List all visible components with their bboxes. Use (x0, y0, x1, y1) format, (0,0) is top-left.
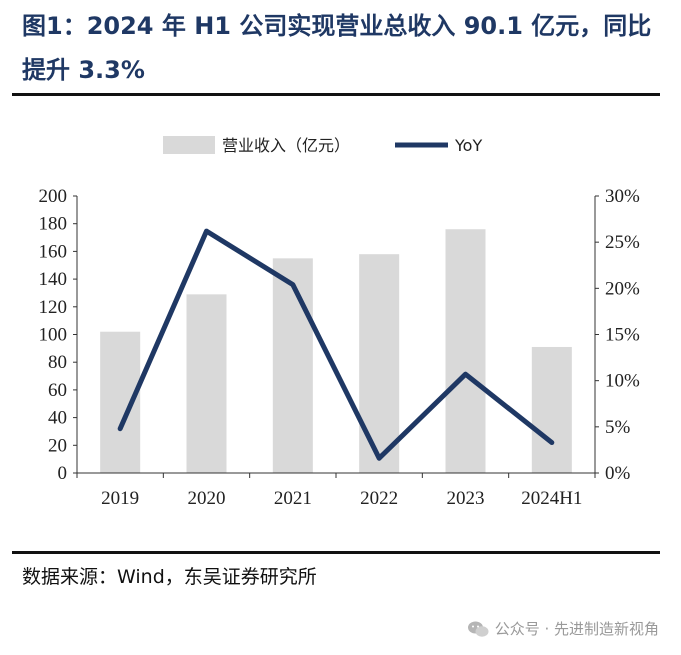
left-tick-label: 200 (39, 186, 68, 207)
legend-swatch-revenue (163, 136, 215, 154)
left-tick-label: 180 (39, 214, 68, 235)
legend-label-revenue: 营业收入（亿元） (222, 136, 350, 155)
left-tick-label: 20 (48, 435, 67, 456)
right-tick-label: 5% (605, 417, 631, 438)
watermark: 公众号 · 先进制造新视角 (467, 618, 659, 639)
x-tick-label: 2020 (188, 488, 226, 509)
revenue-yoy-chart: 营业收入（亿元） YoY 0 20 40 60 80 100 120 140 160 180 200… (39, 136, 641, 509)
left-tick-label: 80 (48, 352, 67, 373)
figure-title: 图1：2024 年 H1 公司实现营业总收入 90.1 亿元，同比提升 3.3% (22, 12, 652, 84)
yoy-line (117, 228, 555, 461)
right-tick-label: 0% (605, 463, 631, 484)
legend: 营业收入（亿元） YoY (163, 136, 482, 155)
plot-area: 0 20 40 60 80 100 120 140 160 180 200 0% 5% 10% 15% 20%… (39, 186, 641, 509)
bottom-rule (12, 551, 660, 554)
right-tick-label: 15% (605, 325, 640, 346)
right-tick-label: 25% (605, 232, 640, 253)
bar-2024H1 (531, 346, 572, 473)
legend-label-yoy: YoY (454, 136, 482, 155)
left-tick-label: 60 (48, 380, 67, 401)
x-tick-label: 2023 (447, 488, 485, 509)
right-tick-label: 10% (605, 371, 640, 392)
bar-2023 (445, 229, 486, 473)
left-tick-label: 160 (39, 241, 68, 262)
left-tick-label: 40 (48, 408, 67, 429)
left-tick-label: 140 (39, 269, 68, 290)
watermark-text: 公众号 · 先进制造新视角 (494, 620, 659, 638)
bar-2022 (359, 254, 400, 473)
bar-2020 (186, 294, 227, 473)
left-tick-label: 100 (39, 325, 68, 346)
top-rule (12, 93, 660, 96)
x-tick-label: 2024H1 (521, 488, 582, 509)
left-tick-label: 0 (58, 463, 68, 484)
right-tick-label: 30% (605, 186, 640, 207)
x-tick-label: 2022 (360, 488, 398, 509)
bar-2021 (272, 258, 313, 473)
left-tick-label: 120 (39, 297, 68, 318)
x-tick-label: 2019 (101, 488, 139, 509)
x-tick-label: 2021 (274, 488, 312, 509)
source-note: 数据来源：Wind，东吴证券研究所 (22, 566, 317, 588)
right-tick-label: 20% (605, 278, 640, 299)
wechat-icon (467, 621, 489, 637)
